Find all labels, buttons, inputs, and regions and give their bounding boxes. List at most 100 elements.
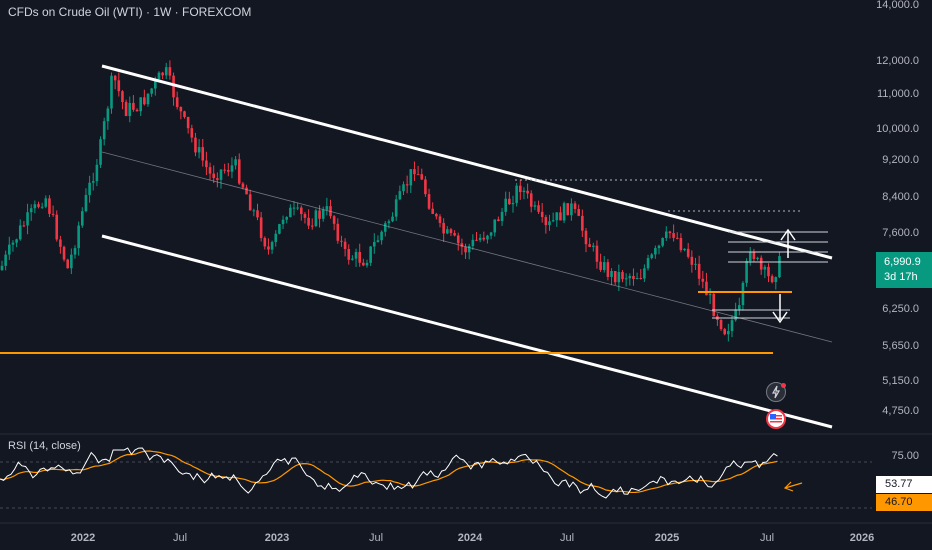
- candle-body: [37, 204, 40, 207]
- candle-body: [522, 190, 526, 193]
- flash-icon[interactable]: [766, 382, 786, 402]
- candle-body: [592, 245, 595, 247]
- candle-body: [460, 243, 464, 247]
- time-axis-label: 2026: [850, 532, 874, 544]
- channel-mid-line: [101, 151, 833, 343]
- candle-body: [186, 116, 190, 129]
- candle-body: [354, 252, 358, 259]
- rsi-scale-label: 75.00: [891, 450, 919, 462]
- candle-body: [143, 97, 146, 105]
- candle-body: [194, 137, 197, 153]
- candle-body: [157, 72, 161, 80]
- candle-body: [263, 237, 267, 247]
- rsi-indicator-label[interactable]: RSI (14, close): [8, 440, 81, 452]
- candle-body: [117, 80, 121, 92]
- price-axis-label: 8,400.0: [882, 191, 919, 203]
- candle-body: [639, 277, 643, 279]
- candlestick-series: [0, 60, 781, 342]
- candle-body: [99, 139, 102, 165]
- candle-body: [708, 294, 712, 296]
- candle-body: [511, 202, 515, 205]
- candle-body: [500, 211, 504, 221]
- us-flag-icon[interactable]: [766, 409, 786, 429]
- candle-body: [336, 223, 340, 241]
- last-price-tag: 6,990.9 3d 17h: [876, 252, 932, 288]
- price-axis-label: 11,000.0: [877, 88, 919, 100]
- candle-body: [102, 121, 106, 140]
- candle-body: [402, 184, 405, 192]
- candle-body: [219, 169, 223, 180]
- candle-body: [533, 205, 537, 207]
- candle-body: [774, 277, 778, 283]
- candle-body: [570, 203, 573, 216]
- candle-body: [132, 102, 135, 110]
- candle-body: [763, 266, 767, 270]
- candle-body: [281, 219, 285, 225]
- candle-body: [110, 75, 113, 109]
- candle-body: [146, 93, 150, 105]
- candle-body: [723, 329, 726, 335]
- candle-body: [497, 219, 500, 221]
- candle-body: [318, 210, 321, 219]
- candle-body: [705, 281, 708, 296]
- candle-body: [628, 275, 632, 279]
- candle-body: [325, 206, 329, 210]
- candle-body: [230, 165, 234, 172]
- rsi-line: [0, 447, 778, 499]
- candle-body: [515, 185, 518, 203]
- candle-body: [438, 216, 442, 223]
- candle-body: [164, 67, 168, 76]
- candle-body: [595, 245, 599, 262]
- candle-body: [4, 254, 7, 266]
- candle-body: [679, 238, 683, 251]
- time-axis-label: 2025: [655, 532, 679, 544]
- candle-body: [256, 210, 259, 218]
- candle-body: [424, 179, 427, 195]
- candle-body: [179, 107, 183, 112]
- candle-body: [621, 272, 624, 280]
- candle-body: [135, 109, 139, 112]
- candle-body: [431, 208, 434, 214]
- candle-body: [467, 246, 471, 253]
- candle-body: [555, 212, 559, 221]
- candle-body: [376, 240, 380, 243]
- candle-body: [267, 246, 270, 250]
- candle-body: [29, 208, 33, 213]
- candle-body: [675, 237, 679, 239]
- candle-body: [486, 235, 489, 240]
- candle-body: [617, 272, 621, 283]
- candle-body: [413, 169, 416, 175]
- time-axis-label: Jul: [369, 532, 383, 544]
- candle-body: [248, 194, 252, 211]
- candle-body: [577, 209, 580, 216]
- candle-body: [121, 91, 124, 103]
- candle-body: [748, 252, 752, 262]
- candle-body: [234, 159, 237, 166]
- candle-body: [197, 147, 201, 153]
- candle-body: [365, 262, 369, 266]
- rsi-annotation-arrow: [784, 482, 803, 489]
- candle-body: [161, 72, 164, 76]
- candle-body: [62, 246, 66, 260]
- candle-body: [66, 259, 69, 269]
- candle-body: [168, 67, 172, 76]
- candle-body: [526, 190, 529, 194]
- candle-body: [559, 212, 562, 221]
- candle-body: [602, 262, 606, 270]
- price-axis-label: 5,150.0: [882, 375, 919, 387]
- candle-body: [252, 210, 256, 212]
- candle-body: [697, 263, 701, 279]
- time-axis-label: 2024: [458, 532, 483, 544]
- rsi-ma-line: [0, 450, 778, 494]
- candle-body: [471, 239, 475, 247]
- candle-body: [8, 244, 11, 255]
- candle-body: [300, 207, 303, 215]
- candle-body: [343, 241, 347, 250]
- candle-body: [77, 225, 80, 249]
- candle-body: [362, 262, 365, 266]
- candle-body: [529, 193, 533, 207]
- candle-body: [113, 75, 117, 81]
- candle-body: [719, 319, 723, 330]
